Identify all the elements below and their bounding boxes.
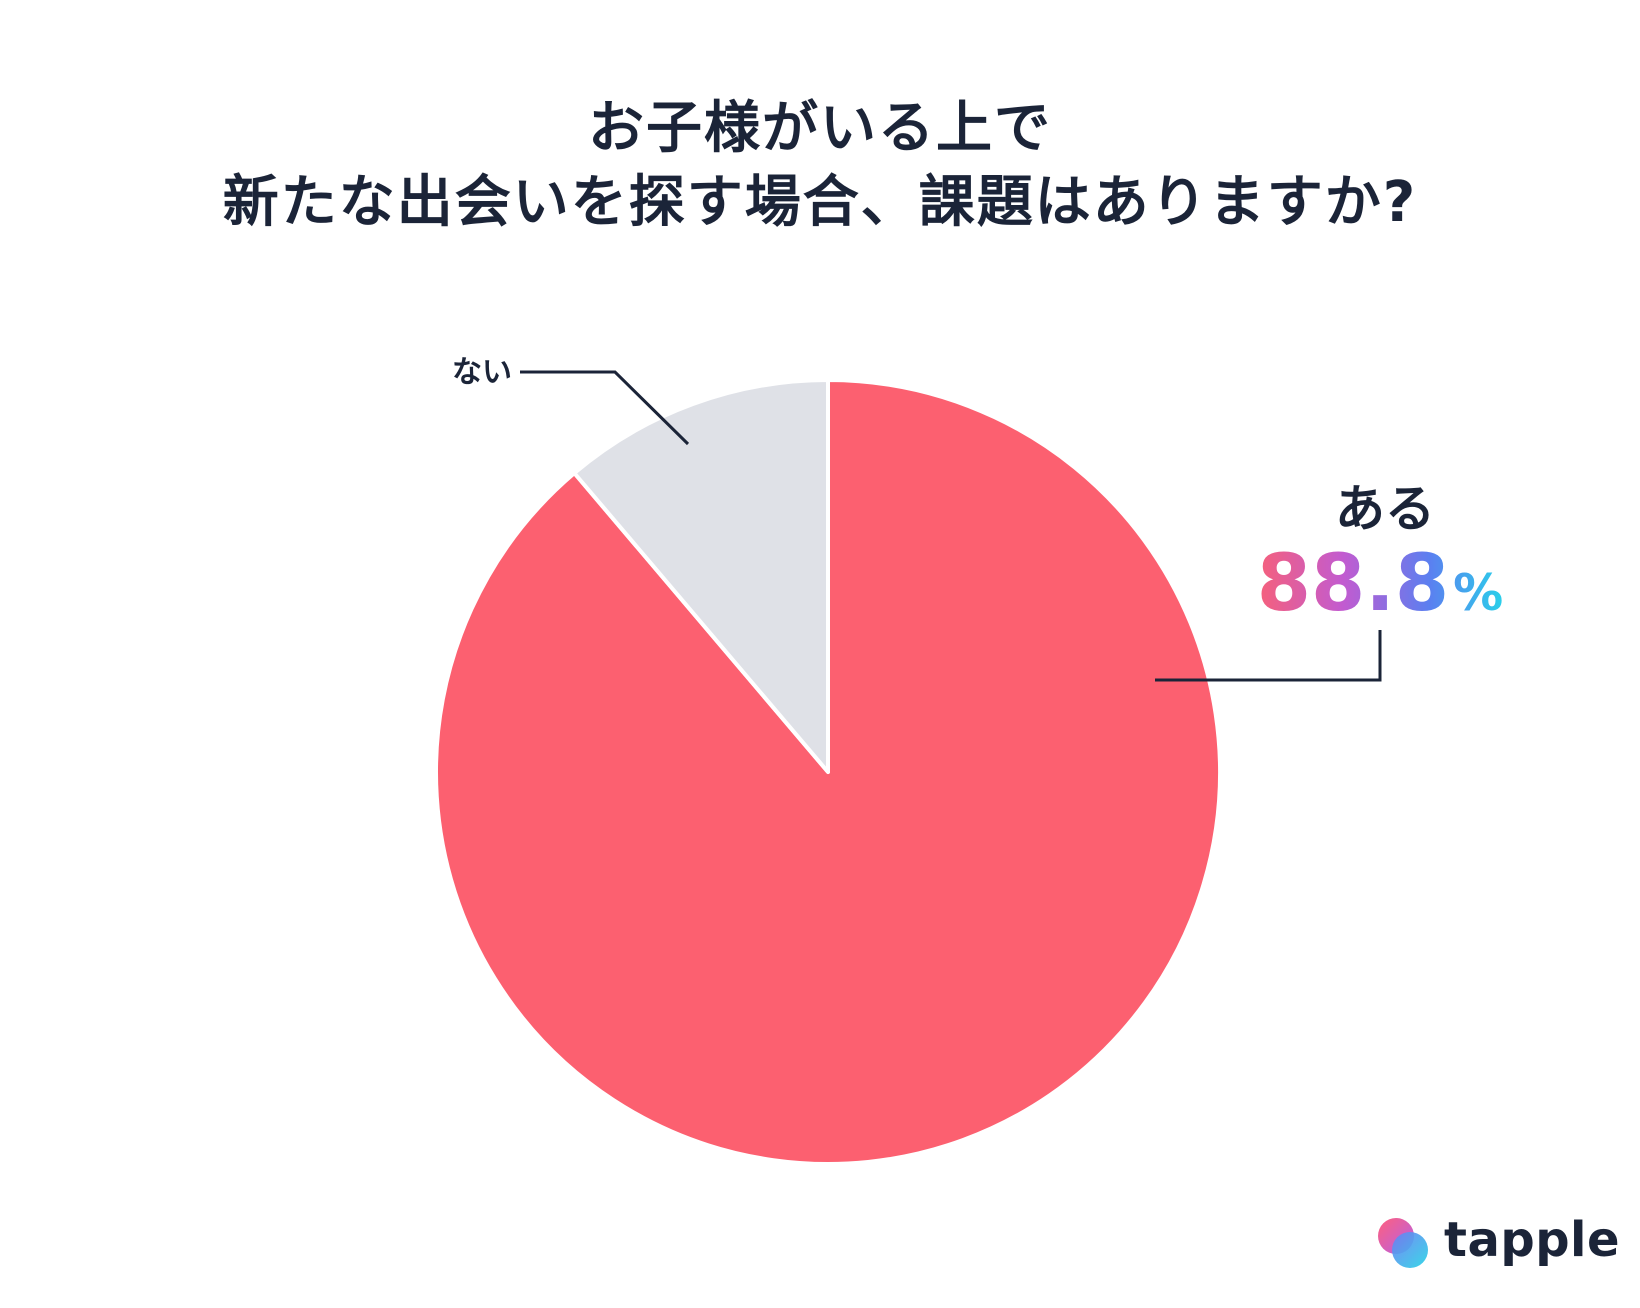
- title-line-1: お子様がいる上で: [588, 96, 1052, 161]
- leader-line-nai: [520, 370, 690, 446]
- slice-label-nai: ない: [452, 355, 512, 390]
- title-line-2: 新たな出会いを探す場合、課題はありますか?: [222, 170, 1418, 235]
- leader-line-aru: [1155, 630, 1382, 682]
- slice-percent-aru: 88.8%: [1257, 539, 1504, 629]
- percent-sign: %: [1453, 564, 1503, 622]
- slice-label-aru: ある: [1335, 480, 1435, 538]
- tapple-logo-icon: [1378, 1218, 1428, 1268]
- tapple-logo-text: tapple: [1444, 1212, 1621, 1268]
- tapple-logo: tapple: [1376, 1210, 1620, 1274]
- pie-slice-nai: [572, 378, 830, 774]
- chart-title: お子様がいる上で 新たな出会いを探す場合、課題はありますか?: [0, 92, 1640, 240]
- slice-value-aru: 88.8: [1257, 539, 1449, 629]
